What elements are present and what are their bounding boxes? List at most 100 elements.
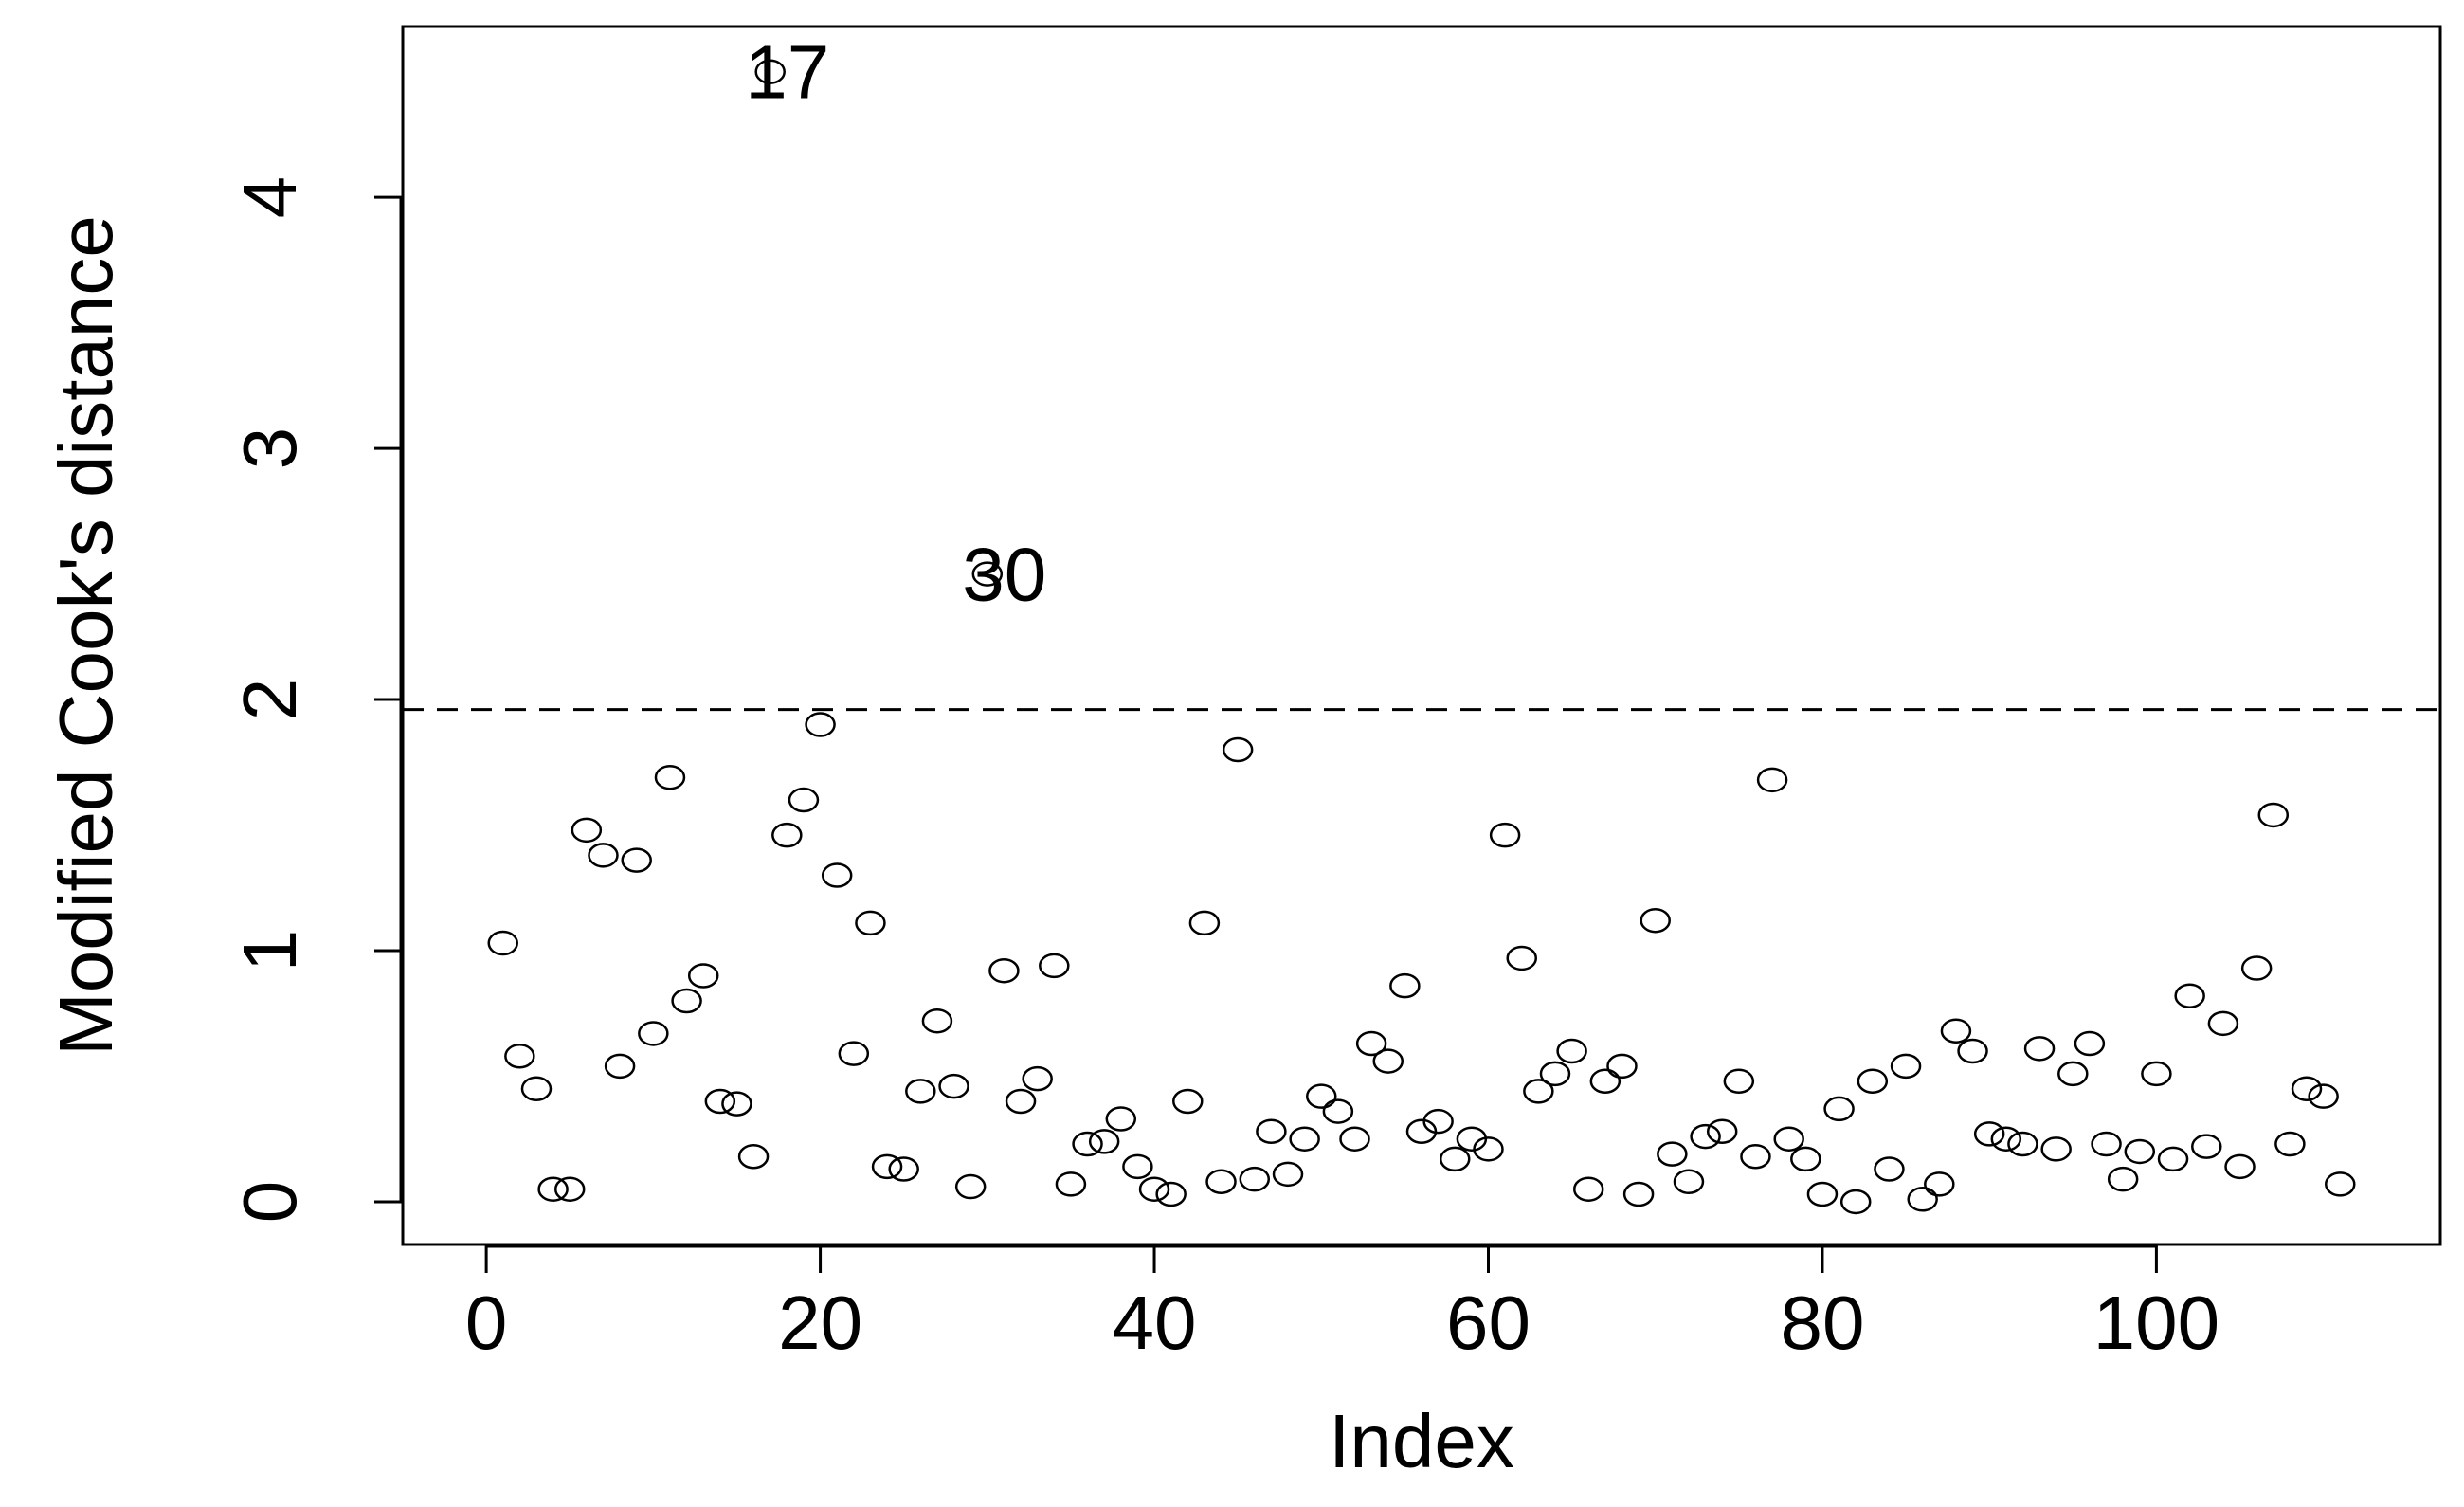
- data-point: [2074, 1030, 2106, 1057]
- data-point: [1823, 1096, 1855, 1122]
- data-point: [588, 843, 619, 868]
- data-point: [2023, 1036, 2056, 1062]
- data-point: [1155, 1181, 1187, 1207]
- data-point: [1756, 767, 1788, 793]
- data-point: [1506, 945, 1537, 971]
- data-point: [1806, 1181, 1839, 1207]
- data-point: [1690, 1123, 1721, 1150]
- data-point: [1105, 1106, 1137, 1132]
- x-tick-label: 80: [1780, 1280, 1864, 1365]
- data-point: [2224, 1153, 2256, 1180]
- data-point: [1239, 1166, 1271, 1192]
- data-point: [2240, 955, 2273, 981]
- data-point: [771, 822, 803, 848]
- data-point: [1122, 1153, 1153, 1180]
- data-point: [1790, 1146, 1821, 1172]
- data-point: [1606, 1053, 1638, 1080]
- data-point: [1022, 1065, 1053, 1092]
- data-point: [2141, 1061, 2172, 1087]
- data-point: [1539, 1061, 1571, 1087]
- data-point: [1339, 1126, 1370, 1152]
- data-point: [871, 1153, 903, 1180]
- data-point: [1055, 1171, 1087, 1197]
- data-point: [2257, 802, 2290, 828]
- data-point: [1489, 822, 1521, 848]
- data-point: [821, 862, 853, 888]
- data-point: [1188, 910, 1221, 936]
- data-point: [2191, 1134, 2222, 1159]
- data-point: [971, 561, 1004, 587]
- data-point: [704, 1088, 736, 1115]
- data-point: [2207, 1010, 2239, 1037]
- data-point: [1088, 1129, 1120, 1154]
- data-point: [1072, 1131, 1103, 1157]
- data-point: [1773, 1126, 1804, 1152]
- data-point: [1422, 1108, 1454, 1135]
- data-point: [1990, 1126, 2022, 1152]
- data-point: [1957, 1038, 1988, 1064]
- data-point: [1890, 1053, 1922, 1080]
- data-point: [2040, 1136, 2072, 1162]
- data-point: [1039, 953, 1070, 979]
- data-point: [520, 1076, 553, 1101]
- data-point: [1389, 972, 1421, 999]
- data-point: [1439, 1146, 1471, 1172]
- data-point: [1556, 1038, 1587, 1064]
- data-point: [2091, 1131, 2122, 1157]
- x-tick-label: 0: [465, 1280, 508, 1365]
- x-tick-label: 60: [1446, 1280, 1531, 1365]
- x-tick-label: 100: [2093, 1280, 2219, 1365]
- y-axis-title: Modified Cook's distance: [44, 215, 128, 1056]
- data-point: [1706, 1118, 1738, 1145]
- data-point: [604, 1053, 636, 1080]
- data-point: [2174, 983, 2205, 1008]
- data-point: [1924, 1171, 1955, 1197]
- data-point: [1372, 1048, 1404, 1074]
- data-point: [487, 930, 518, 956]
- data-point: [671, 988, 702, 1014]
- data-point: [1523, 1079, 1554, 1104]
- data-point: [537, 1176, 569, 1202]
- y-tick-label: 3: [227, 427, 312, 470]
- data-point: [2308, 1083, 2339, 1109]
- data-point: [1256, 1118, 1287, 1145]
- data-point: [1355, 1030, 1387, 1057]
- data-point: [1907, 1187, 1938, 1212]
- data-point: [638, 1021, 669, 1046]
- plot-frame: [401, 25, 2442, 1246]
- data-point: [1306, 1083, 1337, 1109]
- data-point: [1005, 1088, 1037, 1115]
- data-point: [805, 712, 836, 737]
- data-point: [2124, 1138, 2156, 1165]
- data-point: [905, 1079, 936, 1104]
- data-point: [1640, 907, 1671, 934]
- data-point: [954, 1173, 987, 1200]
- data-point: [1172, 1088, 1204, 1115]
- data-point: [2325, 1171, 2356, 1197]
- point-annotation-label: 30: [962, 533, 1046, 617]
- data-point: [2157, 1146, 2189, 1172]
- data-point: [2274, 1131, 2306, 1157]
- data-point: [654, 764, 686, 790]
- data-point: [1740, 1144, 1771, 1170]
- data-point: [1874, 1156, 1905, 1182]
- data-points: [487, 59, 2356, 1215]
- y-tick-label: 4: [227, 176, 312, 219]
- data-point: [788, 787, 820, 813]
- x-axis-title: Index: [1329, 1399, 1514, 1483]
- data-point: [754, 59, 786, 84]
- data-point: [1673, 1169, 1705, 1195]
- data-point: [1205, 1169, 1237, 1195]
- data-point: [838, 1041, 870, 1066]
- x-tick-label: 20: [778, 1280, 862, 1365]
- data-point: [504, 1044, 535, 1069]
- data-point: [687, 963, 719, 989]
- data-point: [1973, 1121, 2005, 1147]
- point-annotation-label: 17: [745, 30, 829, 115]
- data-point: [1589, 1068, 1622, 1095]
- data-point: [1857, 1068, 1889, 1095]
- data-point: [1657, 1141, 1688, 1167]
- data-point: [2107, 1166, 2139, 1192]
